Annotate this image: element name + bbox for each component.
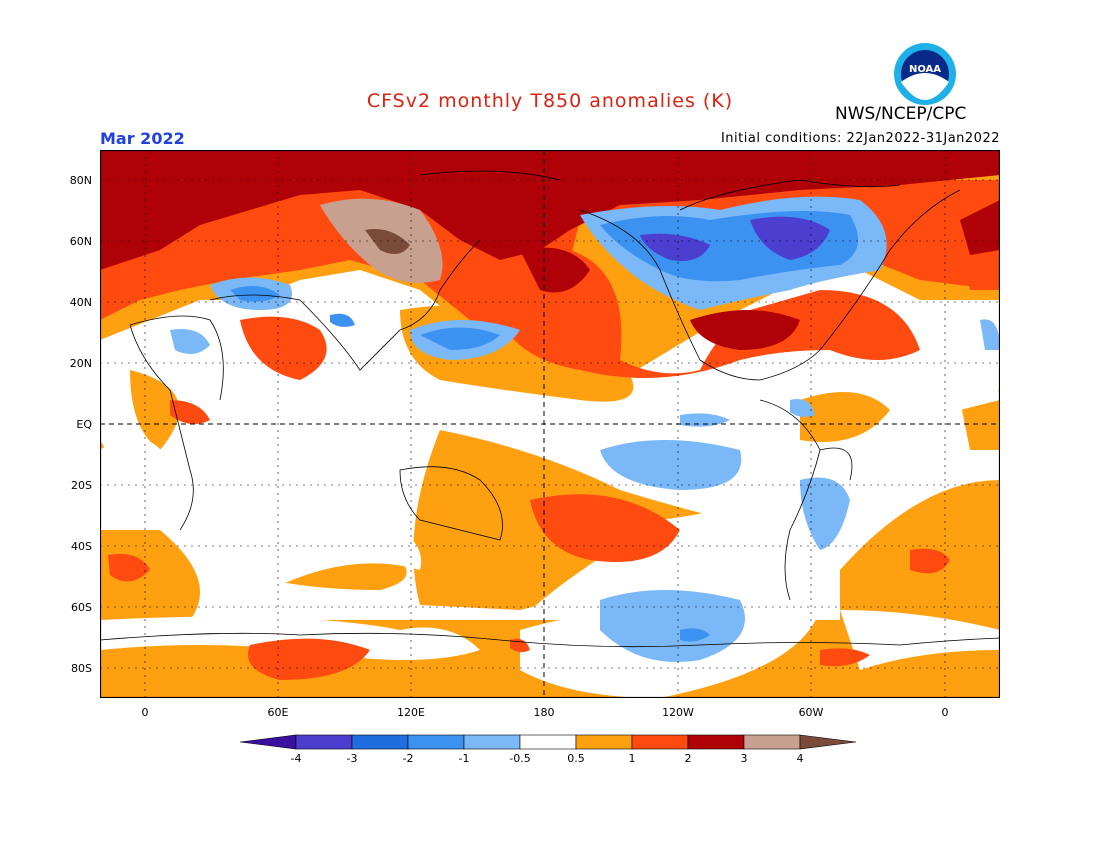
legend-swatch — [407, 734, 465, 750]
lon-label: 180 — [533, 706, 555, 719]
legend-tick-label: 3 — [740, 752, 748, 765]
map-grid — [100, 150, 1000, 698]
lat-label: EQ — [76, 418, 92, 431]
legend-tick-label: 2 — [684, 752, 692, 765]
legend-swatch — [743, 734, 801, 750]
lon-label: 120W — [662, 706, 694, 719]
noaa-logo: NOAA — [893, 42, 957, 106]
lat-label: 80N — [69, 174, 92, 187]
lon-label: 0 — [141, 706, 149, 719]
legend-tick-label: -3 — [346, 752, 358, 765]
lat-label: 60N — [69, 235, 92, 248]
legend-tick-label: -2 — [402, 752, 414, 765]
legend-tick-label: 4 — [796, 752, 804, 765]
anomaly-map — [100, 150, 1000, 698]
lat-label: 60S — [71, 601, 92, 614]
agency-label: NWS/NCEP/CPC — [835, 104, 967, 124]
legend-tick-label: -4 — [290, 752, 302, 765]
valid-month: Mar 2022 — [100, 129, 185, 148]
coastlines — [100, 170, 1000, 648]
lon-label: 120E — [397, 706, 425, 719]
legend-swatch — [631, 734, 689, 750]
color-legend — [240, 734, 857, 750]
lat-label: 20S — [71, 479, 92, 492]
logo-text: NOAA — [909, 64, 941, 75]
legend-swatch — [351, 734, 409, 750]
legend-swatch — [575, 734, 633, 750]
legend-tick-label: 1 — [628, 752, 636, 765]
legend-swatch — [799, 734, 857, 750]
legend-swatch — [463, 734, 521, 750]
lon-label: 0 — [941, 706, 949, 719]
lat-label: 20N — [69, 357, 92, 370]
legend-tick-label: -1 — [458, 752, 470, 765]
legend-swatch — [240, 734, 297, 750]
legend-swatch — [687, 734, 745, 750]
lon-label: 60W — [798, 706, 824, 719]
legend-swatch — [295, 734, 353, 750]
lat-label: 40N — [69, 296, 92, 309]
lon-label: 60E — [267, 706, 289, 719]
lat-label: 40S — [71, 540, 92, 553]
lat-label: 80S — [71, 662, 92, 675]
legend-tick-label: -0.5 — [509, 752, 531, 765]
chart-title: CFSv2 monthly T850 anomalies (K) — [366, 90, 734, 112]
map-frame — [100, 150, 1000, 698]
initial-conditions: Initial conditions: 22Jan2022-31Jan2022 — [720, 131, 1000, 146]
legend-swatch — [519, 734, 577, 750]
cool-anomaly — [170, 196, 1000, 662]
reference-lines — [100, 150, 1000, 698]
legend-tick-label: 0.5 — [567, 752, 585, 765]
